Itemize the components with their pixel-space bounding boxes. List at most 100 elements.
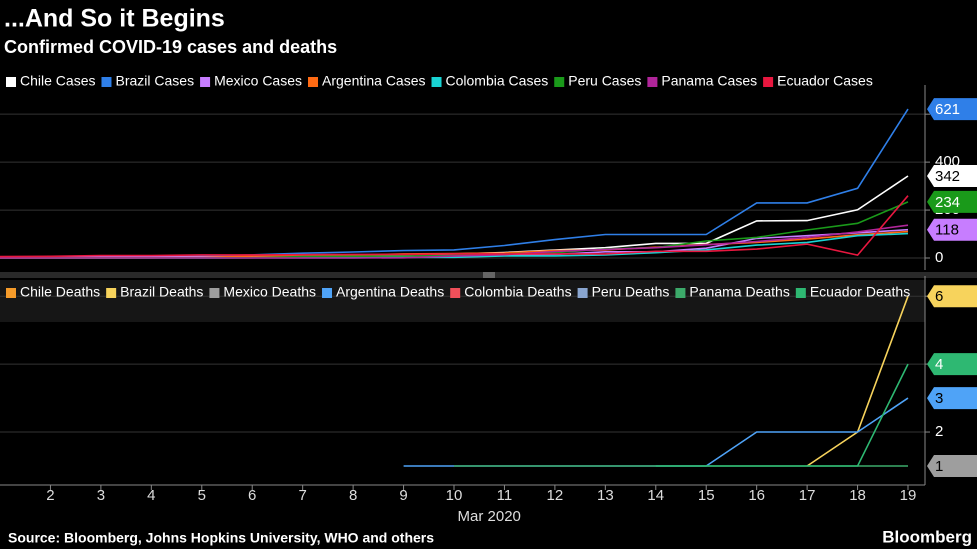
- legend-swatch: [308, 77, 318, 87]
- legend-swatch: [6, 77, 16, 87]
- legend-swatch: [554, 77, 565, 87]
- legend-swatch: [647, 77, 658, 87]
- legend-label: Peru Deaths: [592, 284, 670, 300]
- legend-item: Ecuador Deaths: [795, 284, 910, 300]
- legend-panel: [0, 280, 925, 322]
- legend-label: Peru Cases: [568, 73, 641, 89]
- legend-swatch: [106, 288, 117, 298]
- end-label: 4: [935, 356, 943, 373]
- legend-item: Panama Deaths: [675, 284, 790, 300]
- end-labels: 342 621 118 234: [927, 98, 977, 241]
- end-label-flag: [927, 285, 977, 308]
- end-labels: 6 1 3 4: [927, 285, 977, 477]
- legend-item: Colombia Cases: [431, 73, 549, 89]
- legend-item: Mexico Cases: [200, 73, 302, 89]
- grid: 2462345678910111213141516171819Mar 2020: [0, 276, 943, 525]
- x-tick-label: 19: [900, 487, 917, 504]
- legend-item: Peru Cases: [554, 73, 641, 89]
- x-tick-label: 2: [46, 487, 54, 504]
- end-label-flag: [927, 353, 977, 376]
- source: Source: Bloomberg, Johns Hopkins Univers…: [8, 530, 434, 546]
- legend-label: Ecuador Deaths: [810, 284, 910, 300]
- legend-label: Ecuador Cases: [777, 73, 873, 89]
- end-label: 621: [935, 101, 960, 118]
- legend-label: Chile Deaths: [20, 284, 100, 300]
- legend-item: Panama Cases: [647, 73, 757, 89]
- x-tick-label: 15: [698, 487, 715, 504]
- x-tick-label: 12: [547, 487, 564, 504]
- legend-item: Chile Cases: [6, 73, 95, 89]
- subtitle: Confirmed COVID-19 cases and deaths: [4, 37, 337, 57]
- legend-item: Ecuador Cases: [763, 73, 873, 89]
- x-tick-label: 6: [248, 487, 256, 504]
- y-tick-label: 0: [935, 249, 943, 266]
- x-axis-label: Mar 2020: [458, 508, 521, 525]
- brand: Bloomberg: [882, 527, 972, 546]
- x-tick-label: 13: [597, 487, 614, 504]
- end-label-flag: [927, 165, 977, 188]
- legend-label: Mexico Deaths: [223, 284, 316, 300]
- x-tick-label: 9: [399, 487, 407, 504]
- legend-swatch: [450, 288, 461, 298]
- legend-label: Mexico Cases: [214, 73, 302, 89]
- legend-label: Panama Cases: [661, 73, 757, 89]
- legend-item: Argentina Deaths: [322, 284, 444, 300]
- end-label: 3: [935, 390, 943, 407]
- end-label-flag: [927, 387, 977, 410]
- lines: [0, 108, 909, 259]
- x-tick-label: 10: [446, 487, 463, 504]
- end-label: 6: [935, 288, 943, 305]
- legend-label: Brazil Deaths: [120, 284, 203, 300]
- legend-item: Brazil Cases: [101, 73, 194, 89]
- legend-item: Brazil Deaths: [106, 284, 203, 300]
- legend-swatch: [6, 288, 16, 298]
- end-label-flag: [927, 190, 977, 213]
- y-tick-label: 2: [935, 423, 943, 440]
- legend-swatch: [209, 288, 220, 298]
- legend-swatch: [577, 288, 588, 298]
- legend-label: Colombia Cases: [446, 73, 549, 89]
- x-tick-label: 7: [298, 487, 306, 504]
- end-label-flag: [927, 218, 977, 241]
- end-label: 1: [935, 458, 943, 475]
- series-line: [655, 363, 909, 467]
- legend-swatch: [431, 77, 442, 87]
- legend-label: Argentina Deaths: [336, 284, 444, 300]
- end-label: 118: [935, 222, 959, 239]
- lines: [403, 295, 909, 467]
- legend-label: Argentina Cases: [322, 73, 426, 89]
- x-tick-label: 17: [799, 487, 816, 504]
- x-tick-label: 3: [97, 487, 105, 504]
- legend-item: Mexico Deaths: [209, 284, 316, 300]
- end-label-flag: [927, 454, 977, 477]
- legend-item: Chile Deaths: [6, 284, 100, 300]
- legend-label: Colombia Deaths: [464, 284, 571, 300]
- legend-label: Chile Cases: [20, 73, 95, 89]
- legend-label: Panama Deaths: [689, 284, 789, 300]
- x-tick-label: 8: [349, 487, 357, 504]
- title: ...And So it Begins: [4, 5, 225, 33]
- legend-swatch: [101, 77, 112, 87]
- x-tick-label: 4: [147, 487, 155, 504]
- legend-swatch: [200, 77, 211, 87]
- legend-item: Peru Deaths: [577, 284, 670, 300]
- x-tick-label: 16: [748, 487, 765, 504]
- series-line: [0, 195, 909, 258]
- legend-swatch: [675, 288, 686, 298]
- x-tick-label: 5: [198, 487, 206, 504]
- x-tick-label: 18: [849, 487, 866, 504]
- legend-label: Brazil Cases: [115, 73, 194, 89]
- legend-swatch: [322, 288, 333, 298]
- legend-item: Colombia Deaths: [450, 284, 572, 300]
- legend-swatch: [795, 288, 806, 298]
- legend-item: Argentina Cases: [308, 73, 426, 89]
- end-label: 234: [935, 194, 960, 211]
- legend-swatch: [763, 77, 774, 87]
- series-line: [0, 224, 909, 259]
- x-tick-label: 14: [647, 487, 664, 504]
- x-tick-label: 11: [497, 487, 513, 504]
- divider-handle: [483, 272, 495, 278]
- end-label-flag: [927, 98, 977, 121]
